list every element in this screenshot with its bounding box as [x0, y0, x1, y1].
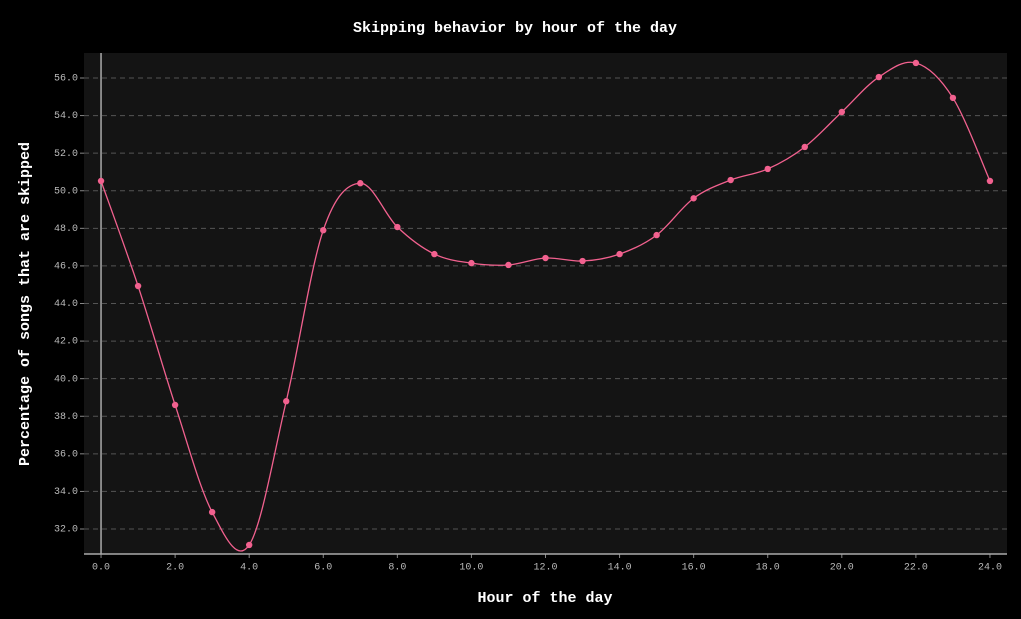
x-tick-label: 20.0 [830, 563, 854, 574]
x-tick-label: 2.0 [166, 563, 184, 574]
x-tick-label: 16.0 [682, 563, 706, 574]
x-tick-label: 0.0 [92, 563, 110, 574]
point [357, 180, 364, 187]
x-tick-label: 18.0 [756, 563, 780, 574]
point [245, 541, 253, 549]
point [579, 257, 586, 265]
point [653, 231, 660, 239]
x-tick-label: 12.0 [533, 563, 557, 574]
x-tick-label: 8.0 [388, 563, 406, 574]
point [727, 176, 734, 184]
y-tick-label: 36.0 [54, 449, 78, 460]
point [468, 259, 475, 267]
point [134, 282, 142, 290]
y-tick-label: 54.0 [54, 111, 78, 122]
y-axis-label: Percentage of songs that are skipped [17, 142, 34, 466]
y-tick-label: 44.0 [54, 299, 78, 310]
point [912, 59, 920, 67]
point [97, 177, 105, 185]
y-tick-label: 52.0 [54, 149, 78, 160]
y-tick-label: 56.0 [54, 74, 78, 85]
chart-title: Skipping behavior by hour of the day [353, 20, 677, 37]
point [986, 177, 994, 185]
point [542, 254, 549, 262]
y-tick-label: 40.0 [54, 374, 78, 385]
point [801, 143, 808, 151]
point [505, 261, 512, 269]
y-tick-label: 34.0 [54, 487, 78, 498]
y-tick-label: 50.0 [54, 186, 78, 197]
y-tick-label: 32.0 [54, 525, 78, 536]
point [616, 250, 623, 258]
point [764, 165, 771, 173]
y-tick-label: 42.0 [54, 337, 78, 348]
x-axis-label: Hour of the day [477, 590, 612, 607]
point [690, 195, 697, 202]
point [208, 508, 216, 516]
y-tick-label: 48.0 [54, 224, 78, 235]
point [320, 227, 327, 234]
x-tick-label: 4.0 [240, 563, 258, 574]
y-tick-label: 38.0 [54, 412, 78, 423]
point [949, 94, 957, 102]
point [838, 108, 846, 116]
x-tick-label: 6.0 [314, 563, 332, 574]
point [283, 398, 290, 405]
y-tick-label: 46.0 [54, 262, 78, 273]
x-tick-label: 14.0 [608, 563, 632, 574]
x-tick-label: 10.0 [459, 563, 483, 574]
point [431, 250, 438, 258]
point [171, 401, 179, 409]
x-tick-label: 24.0 [978, 563, 1002, 574]
point [394, 223, 401, 231]
point [875, 73, 883, 81]
x-tick-label: 22.0 [904, 563, 928, 574]
